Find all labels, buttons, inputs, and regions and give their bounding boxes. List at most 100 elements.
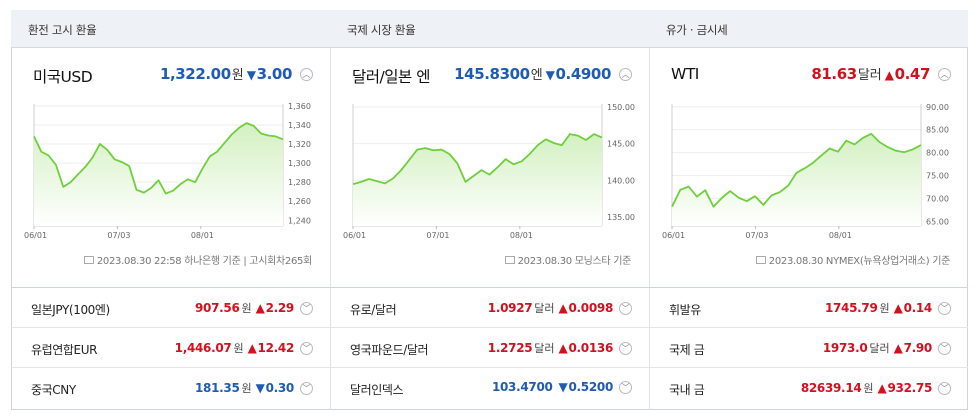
source-note: 2023.08.30 모닝스타 기준: [504, 252, 631, 267]
item-value: 1973.0: [822, 341, 868, 355]
panel-header[interactable]: 국제 시장 환율: [330, 10, 649, 48]
main-quote[interactable]: 달러/일본 엔 145.8300 엔 ▼0.4900 ︿: [330, 64, 649, 86]
source-text: 2023.08.30 NYMEX(뉴욕상업거래소) 기준: [768, 256, 951, 267]
x-tick-label: 08/01: [191, 231, 214, 240]
x-tick-label: 06/01: [343, 231, 366, 240]
main-quote-value: 145.8300: [454, 65, 530, 83]
main-quote[interactable]: WTI 81.63 달러 ▲0.47 ︿: [649, 64, 968, 86]
list-item[interactable]: 국내 금 82639.14 원 ▲932.75 ﹀: [649, 368, 968, 408]
up-arrow-icon: ▲: [877, 381, 887, 395]
chevron-down-icon[interactable]: ﹀: [938, 382, 951, 395]
list-item[interactable]: 일본JPY(100엔) 907.56 원 ▲2.29 ﹀: [11, 288, 330, 328]
chart: 1,360 1,340 1,320 1,300 1,280 1,260 1,240 06/01…: [11, 96, 330, 246]
y-tick-label: 70.00: [926, 194, 949, 203]
quote-list: 일본JPY(100엔) 907.56 원 ▲2.29 ﹀ 유럽연합EUR 1,446.…: [11, 287, 330, 408]
chevron-down-icon[interactable]: ﹀: [300, 302, 313, 315]
item-change: ▲0.14: [893, 301, 933, 315]
series-area: [34, 123, 283, 226]
main-quote-unit: 달러: [857, 68, 882, 83]
item-change-value: 0.14: [903, 301, 933, 315]
list-item[interactable]: 휘발유 1745.79 원 ▲0.14 ﹀: [649, 288, 968, 328]
chevron-down-icon[interactable]: ﹀: [938, 342, 951, 355]
item-change-value: 0.5200: [568, 380, 613, 394]
main-quote-name: 달러/일본 엔: [352, 68, 430, 86]
y-tick-label: 150.00: [607, 103, 635, 112]
chevron-down-icon[interactable]: ﹀: [938, 302, 951, 315]
chevron-up-icon[interactable]: ︿: [619, 68, 632, 81]
x-tick-label: 06/01: [24, 231, 47, 240]
chevron-down-icon[interactable]: ﹀: [300, 342, 313, 355]
x-tick-label: 07/03: [745, 231, 768, 240]
item-unit: 달러: [869, 342, 890, 355]
chart-svg: 90.00 85.00 80.00 75.00 70.00 65.00 06/01 07/03…: [662, 103, 949, 240]
y-tick-label: 75.00: [926, 172, 949, 181]
item-change-value: 2.29: [265, 301, 295, 315]
chart: 90.00 85.00 80.00 75.00 70.00 65.00 06/01 07/03…: [649, 96, 968, 246]
series-area: [353, 134, 602, 226]
main-quote-value: 81.63: [811, 65, 857, 83]
calendar-icon: [504, 256, 515, 264]
panel-header[interactable]: 유가 · 금시세: [649, 10, 968, 48]
panel-exchange-notice: 환전 고시 환율 미국USD 1,322.00 원 ▼3.00 ︿ 1,360 1…: [11, 0, 330, 419]
item-change: ▼0.5200: [558, 380, 614, 394]
up-arrow-icon: ▲: [884, 68, 894, 82]
chevron-down-icon[interactable]: ﹀: [619, 302, 632, 315]
chevron-up-icon[interactable]: ︿: [300, 68, 313, 81]
item-change-value: 12.42: [257, 341, 295, 355]
up-arrow-icon: ▲: [247, 341, 257, 355]
chevron-down-icon[interactable]: ﹀: [300, 382, 313, 395]
chart-svg: 1,360 1,340 1,320 1,300 1,280 1,260 1,240 06/01…: [24, 102, 311, 240]
list-item[interactable]: 영국파운드/달러 1.2725 달러 ▲0.0136 ﹀: [330, 328, 649, 368]
item-name: 달러인덱스: [350, 383, 404, 397]
item-unit: 원: [233, 342, 244, 355]
main-quote-name: WTI: [671, 65, 699, 83]
item-value: 181.35: [195, 381, 240, 395]
chart-svg: 150.00 145.00 140.00 135.00 06/01 07/01 08/01: [343, 103, 635, 240]
up-arrow-icon: ▲: [893, 341, 903, 355]
item-value: 1.0927: [487, 301, 533, 315]
main-quote[interactable]: 미국USD 1,322.00 원 ▼3.00 ︿: [11, 64, 330, 86]
panel-title: 환전 고시 환율: [28, 23, 97, 37]
item-unit: 달러: [534, 342, 555, 355]
up-arrow-icon: ▲: [893, 301, 903, 315]
item-unit: 원: [879, 302, 890, 315]
item-name: 휘발유: [669, 303, 701, 317]
y-tick-label: 85.00: [926, 126, 949, 135]
y-tick-label: 135.00: [607, 213, 635, 222]
y-tick-label: 1,300: [288, 159, 311, 168]
main-quote-value: 1,322.00: [159, 65, 231, 83]
main-quote-change: ▲0.47: [884, 65, 931, 83]
y-tick-label: 80.00: [926, 149, 949, 158]
item-name: 유럽연합EUR: [31, 343, 98, 357]
list-item[interactable]: 달러인덱스 103.4700 ▼0.5200 ﹀: [330, 368, 649, 408]
main-quote-change: ▼3.00: [247, 65, 293, 83]
list-item[interactable]: 국제 금 1973.0 달러 ▲7.90 ﹀: [649, 328, 968, 368]
list-item[interactable]: 중국CNY 181.35 원 ▼0.30 ﹀: [11, 368, 330, 408]
list-item[interactable]: 유럽연합EUR 1,446.07 원 ▲12.42 ﹀: [11, 328, 330, 368]
item-change: ▲0.0098: [559, 301, 614, 315]
calendar-icon: [755, 256, 766, 264]
main-quote-unit: 원: [231, 68, 244, 83]
panel-title: 국제 시장 환율: [347, 23, 416, 37]
item-value: 1.2725: [487, 341, 533, 355]
y-tick-label: 1,340: [288, 121, 311, 130]
y-tick-label: 1,320: [288, 140, 311, 149]
item-value: 103.4700: [491, 380, 553, 394]
column-divider: [649, 10, 650, 410]
main-quote-change-value: 0.47: [894, 65, 931, 83]
x-tick-label: 07/03: [107, 231, 130, 240]
source-text: 2023.08.30 22:58 하나은행 기준 | 고시회차265회: [96, 256, 312, 267]
main-quote-unit: 엔: [530, 68, 543, 83]
chevron-down-icon[interactable]: ﹀: [619, 381, 632, 394]
chevron-up-icon[interactable]: ︿: [938, 68, 951, 81]
panel-header[interactable]: 환전 고시 환율: [11, 10, 330, 48]
chevron-down-icon[interactable]: ﹀: [619, 342, 632, 355]
series-line: [352, 133, 603, 185]
item-unit: 원: [863, 382, 874, 395]
y-tick-label: 145.00: [607, 140, 635, 149]
list-item[interactable]: 유로/달러 1.0927 달러 ▲0.0098 ﹀: [330, 288, 649, 328]
y-tick-label: 65.00: [926, 217, 949, 226]
down-arrow-icon: ▼: [545, 68, 555, 82]
down-arrow-icon: ▼: [558, 380, 568, 394]
item-value: 907.56: [195, 301, 240, 315]
